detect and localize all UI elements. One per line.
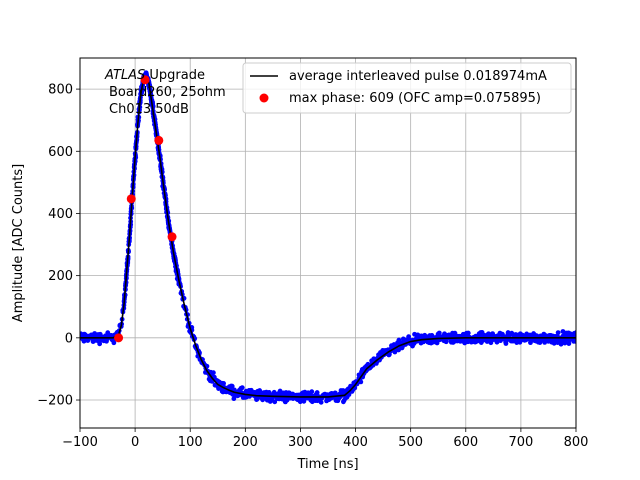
noise-point [314,390,320,395]
noise-point [210,370,216,376]
noise-point [566,341,572,346]
legend-marker-swatch [259,93,269,103]
annotation-line-1: ATLAS Upgrade [104,68,205,83]
y-ticks: −200 0 200 400 600 800 [37,83,80,409]
noise-point [239,385,245,391]
x-tick-label: 400 [343,435,368,450]
max-phase-point [126,194,136,204]
noise-point [309,389,315,395]
y-tick-label: 400 [48,207,73,222]
y-tick-label: 200 [48,269,73,284]
x-tick-label: 100 [178,435,203,450]
max-phase-points-group [114,75,177,343]
x-tick-label: 700 [508,435,533,450]
y-axis-label: Amplitude [ADC Counts] [11,164,26,322]
noise-point [573,330,576,336]
noise-point [111,340,117,346]
noise-point [465,330,471,336]
noise-point [231,396,237,402]
x-tick-label: −100 [62,435,98,450]
y-tick-label: −200 [37,394,73,409]
plot-area [80,58,576,428]
x-tick-label: 200 [233,435,258,450]
noise-point [97,341,103,347]
x-tick-label: 500 [398,435,423,450]
noise-point [558,341,564,347]
plot-frame [79,57,577,429]
legend-box [242,62,572,114]
max-phase-point [114,333,124,343]
noise-point [318,399,324,405]
average-pulse-line [80,75,576,398]
upgrade-label: Upgrade [145,68,205,83]
y-tick-label: 0 [65,331,73,346]
noise-point [272,399,278,405]
max-phase-point [140,75,150,85]
noise-point [221,381,227,386]
noise-point [562,340,568,346]
y-tick-label: 600 [48,145,73,160]
x-axis-label: Time [ns] [296,457,358,472]
annotation-block: ATLAS Upgrade Board260, 25ohm Ch013,50dB [104,68,226,117]
legend-entry-max-phase: max phase: 609 (OFC amp=0.075895) [289,91,541,106]
annotation-line-2: Board260, 25ohm [109,85,226,100]
y-tick-label: 800 [48,83,73,98]
x-tick-label: 0 [131,435,139,450]
noise-point [277,388,283,394]
legend-entry-average-pulse: average interleaved pulse 0.018974mA [289,69,547,84]
noise-point [229,383,235,389]
x-tick-label: 300 [288,435,313,450]
max-phase-point [154,135,164,145]
noise-point [555,330,561,335]
noise-point [572,338,576,344]
max-phase-point [167,232,177,242]
legend: average interleaved pulse 0.018974mA max… [242,62,572,114]
atlas-label: ATLAS [104,68,145,83]
noise-point [436,330,442,336]
noise-point [358,379,364,385]
annotation-line-3: Ch013,50dB [109,102,189,117]
x-ticks: −100 0 100 200 300 400 500 600 700 800 [62,428,588,450]
average-pulse-line-group [80,75,576,398]
x-tick-label: 600 [453,435,478,450]
x-tick-label: 800 [564,435,589,450]
